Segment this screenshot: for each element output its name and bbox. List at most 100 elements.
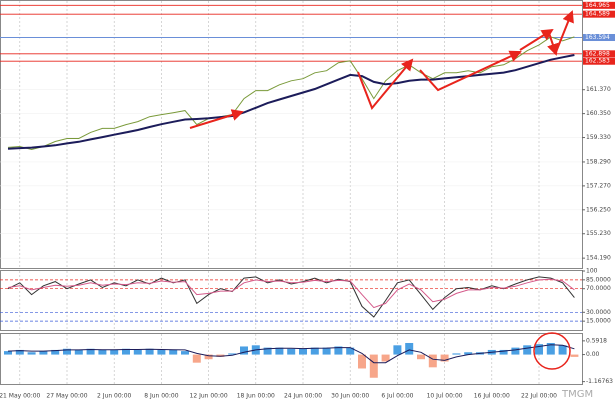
bar [381, 354, 390, 362]
x-tick-label: 22 Jul 00:00 [521, 393, 557, 400]
highlight-circle [533, 332, 571, 370]
y-tick-label: 100 [586, 268, 598, 275]
bar [440, 354, 449, 362]
x-tick-label: 8 Jun 00:00 [144, 393, 178, 400]
x-tick-label: 12 Jun 00:00 [190, 393, 228, 400]
bar [546, 342, 555, 355]
bar [299, 348, 307, 355]
level-label: 163.594 [585, 34, 610, 41]
osc-frame [0, 270, 583, 331]
bar [464, 352, 473, 355]
y-tick-label: 161.370 [586, 86, 611, 93]
bar [204, 354, 213, 360]
bar [535, 344, 543, 355]
arrow [547, 29, 559, 56]
bar [558, 345, 567, 355]
bar [452, 353, 461, 355]
level-label: 164.589 [585, 11, 610, 18]
bar [358, 354, 366, 369]
y-tick-label: 158.290 [586, 158, 611, 165]
series-line [7, 344, 575, 364]
x-tick-label: 18 Jun 00:00 [237, 393, 275, 400]
level-label-box [583, 57, 615, 65]
bar [4, 351, 12, 355]
bar [417, 354, 425, 360]
bar [310, 347, 319, 355]
bar [169, 349, 178, 355]
bar [181, 351, 189, 355]
bar [287, 348, 296, 355]
bar [275, 347, 284, 355]
x-tick-label: 27 May 00:00 [46, 393, 87, 400]
bar [393, 345, 402, 355]
level-label-box [583, 34, 615, 42]
x-tick-label: 21 May 00:00 [0, 393, 41, 400]
bar [110, 349, 119, 355]
bar [145, 348, 154, 355]
x-tick-label: 2 Jun 00:00 [97, 393, 131, 400]
x-tick-label: 30 Jun 00:00 [331, 393, 369, 400]
y-tick-label: 85.0000 [586, 276, 611, 283]
bar [86, 348, 95, 355]
bar [228, 353, 237, 355]
y-tick-label: 70.0000 [586, 285, 611, 292]
series-line [7, 278, 575, 309]
bar [192, 354, 201, 363]
bar [570, 354, 579, 357]
level-label-box [583, 10, 615, 18]
y-tick-label: 157.270 [586, 182, 611, 189]
arrow [419, 50, 522, 92]
level-label-box [583, 50, 615, 58]
bar [51, 349, 60, 355]
x-tick-label: 24 Jun 00:00 [284, 393, 322, 400]
bar [523, 345, 532, 355]
y-tick-label: 0.5918 [586, 337, 607, 344]
x-tick-label: 16 Jul 00:00 [474, 393, 510, 400]
arrow [555, 10, 574, 53]
bar [263, 347, 272, 355]
arrow [189, 109, 244, 129]
annotations [189, 10, 574, 370]
series-line [7, 36, 575, 151]
bar [122, 348, 130, 355]
bar [98, 349, 107, 355]
arrow [357, 58, 414, 110]
bar [511, 347, 520, 355]
level-label-box [583, 1, 615, 9]
y-tick-label: 0.00 [586, 351, 600, 358]
y-tick-label: 30.0000 [586, 309, 611, 316]
bar [63, 348, 71, 355]
bar [334, 346, 343, 355]
bar [369, 354, 378, 378]
level-label: 162.583 [585, 58, 610, 65]
x-tick-label: 6 Jul 00:00 [381, 393, 413, 400]
bar [133, 349, 142, 355]
y-tick-label: 154.190 [586, 255, 611, 262]
bar [74, 349, 83, 355]
arrow [519, 28, 554, 51]
bar [39, 351, 48, 355]
bar [405, 342, 414, 355]
main-frame [0, 0, 583, 269]
y-tick-label: 15.0000 [586, 318, 611, 325]
macd-frame [0, 333, 583, 385]
level-label: 164.965 [585, 2, 610, 9]
series-line [7, 54, 575, 150]
bar [27, 352, 36, 355]
bar [428, 354, 437, 368]
watermark: TMGM [561, 389, 593, 400]
y-tick-label: 155.230 [586, 230, 611, 237]
y-tick-label: 156.250 [586, 206, 611, 213]
level-label: 162.898 [585, 50, 610, 57]
bar [322, 347, 331, 355]
bar [346, 347, 355, 355]
bar [157, 349, 166, 355]
bar [15, 349, 24, 355]
y-tick-label: -1.16763 [586, 378, 613, 385]
y-tick-label: 159.330 [586, 134, 611, 141]
x-tick-label: 10 Jul 00:00 [427, 393, 463, 400]
